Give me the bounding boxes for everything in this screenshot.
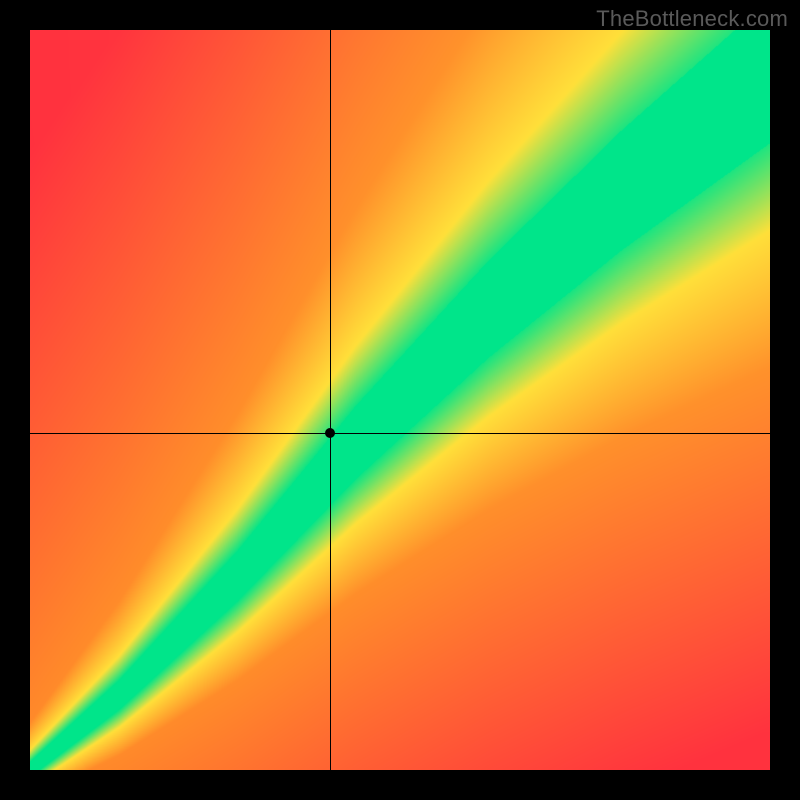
heatmap-canvas <box>30 30 770 770</box>
crosshair-horizontal <box>30 433 770 434</box>
crosshair-vertical <box>330 30 331 770</box>
watermark-text: TheBottleneck.com <box>596 6 788 32</box>
data-point-marker <box>325 428 335 438</box>
chart-container: TheBottleneck.com <box>0 0 800 800</box>
plot-area <box>30 30 770 770</box>
